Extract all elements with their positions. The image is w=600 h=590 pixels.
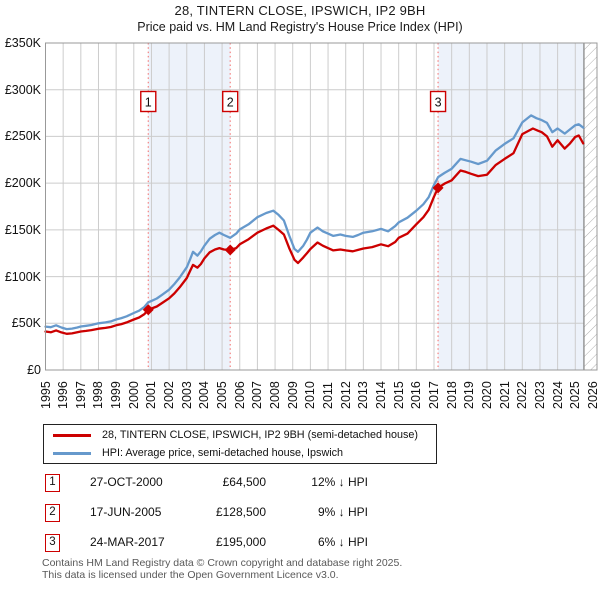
y-tick-label: £100K <box>4 269 41 284</box>
x-tick-label: 2019 <box>462 381 477 409</box>
x-tick-label: 2018 <box>444 381 459 409</box>
price-paid-line[interactable] <box>44 127 585 335</box>
hpi-line-swatch <box>53 451 91 455</box>
x-tick-label: 2010 <box>303 381 318 409</box>
legend-label: HPI: Average price, semi-detached house,… <box>102 447 344 459</box>
sale-number-badge: 1 <box>45 474 60 492</box>
plot-border <box>45 42 598 371</box>
sale-price: £195,000 <box>215 535 266 549</box>
sale-price: £128,500 <box>215 505 266 519</box>
x-tick-label: 2013 <box>356 381 371 409</box>
sale-hpi-delta: 6% ↓ HPI <box>317 535 368 549</box>
x-tick-label: 2016 <box>409 381 424 409</box>
sale-date: 27-OCT-2000 <box>90 475 163 489</box>
sale-point-marker[interactable] <box>432 182 444 194</box>
x-tick-label: 1996 <box>56 381 71 409</box>
sale-price: £64,500 <box>222 475 266 489</box>
sale-point-marker[interactable] <box>142 304 154 316</box>
x-tick-label: 2021 <box>497 381 512 409</box>
page-title: 28, TINTERN CLOSE, IPSWICH, IP2 9BH <box>174 3 426 18</box>
y-tick-label: £200K <box>4 176 41 191</box>
x-tick-label: 2009 <box>285 381 300 409</box>
sale-row-3: 3 24-MAR-2017 £195,000 6% ↓ HPI <box>0 534 600 554</box>
x-tick-label: 2008 <box>268 381 283 409</box>
sale-date: 17-JUN-2005 <box>90 505 162 519</box>
x-tick-label: 1995 <box>38 381 53 409</box>
future-band-hatch <box>583 43 597 370</box>
y-tick-label: £150K <box>4 222 41 237</box>
x-tick-label: 2011 <box>321 382 336 409</box>
x-tick-label: 2014 <box>374 381 389 409</box>
sale-number-box <box>140 90 157 113</box>
sale-number-box-label: 2 <box>227 96 234 110</box>
x-tick-label: 1999 <box>109 381 124 409</box>
x-tick-label: 2005 <box>215 381 230 409</box>
x-tick-label: 2026 <box>585 381 600 409</box>
sale-number-box-label: 3 <box>435 96 442 110</box>
y-tick-label: £0 <box>27 363 41 377</box>
footer-line-1: Contains HM Land Registry data © Crown c… <box>42 557 403 569</box>
sale-row-1: 1 27-OCT-2000 £64,500 12% ↓ HPI <box>0 474 600 494</box>
sale-number-box-label: 1 <box>145 96 152 110</box>
footer-line-2: This data is licensed under the Open Gov… <box>42 568 339 581</box>
sale-hpi-delta: 9% ↓ HPI <box>317 505 368 519</box>
y-tick-label: £350K <box>4 36 41 50</box>
x-tick-label: 2012 <box>338 381 353 409</box>
sale-number-box <box>222 90 239 113</box>
legend-label: 28, TINTERN CLOSE, IPSWICH, IP2 9BH (sem… <box>102 429 419 441</box>
sale-number-badge: 2 <box>45 504 60 522</box>
x-tick-label: 2020 <box>479 381 494 409</box>
x-tick-label: 2024 <box>550 381 565 409</box>
sale-number-box <box>429 90 447 113</box>
x-tick-label: 2002 <box>162 381 177 409</box>
license-footer: Contains HM Land Registry data © Crown c… <box>42 557 598 581</box>
x-tick-label: 2022 <box>515 381 530 409</box>
y-tick-label: £50K <box>11 316 41 331</box>
x-tick-label: 2004 <box>197 381 212 409</box>
chart-legend: 28, TINTERN CLOSE, IPSWICH, IP2 9BH (sem… <box>43 424 437 464</box>
x-tick-label: 1997 <box>73 381 88 409</box>
x-tick-label: 2003 <box>179 381 194 409</box>
x-tick-label: 2007 <box>250 381 265 409</box>
x-tick-label: 2017 <box>427 381 441 409</box>
x-tick-label: 1998 <box>91 381 106 409</box>
y-tick-label: £300K <box>4 82 41 97</box>
sale-number-badge: 3 <box>45 534 60 552</box>
shaded-band <box>148 43 231 370</box>
sale-row-2: 2 17-JUN-2005 £128,500 9% ↓ HPI <box>0 504 600 524</box>
x-tick-label: 2015 <box>391 381 406 409</box>
x-tick-label: 2000 <box>126 381 141 409</box>
sale-point-marker[interactable] <box>224 244 236 256</box>
y-tick-label: £250K <box>4 129 41 144</box>
x-tick-label: 2001 <box>144 381 159 409</box>
legend-item-hpi: HPI: Average price, semi-detached house,… <box>44 446 436 461</box>
sale-date: 24-MAR-2017 <box>90 535 165 549</box>
x-tick-label: 2025 <box>568 381 583 409</box>
legend-item-price-paid: 28, TINTERN CLOSE, IPSWICH, IP2 9BH (sem… <box>44 428 436 443</box>
price-history-chart[interactable]: 1 2 3 £0 £50K £100K £150K £200K £250K £300K £350K… <box>0 0 600 425</box>
page-subtitle: Price paid vs. HM Land Registry's House … <box>137 20 463 34</box>
shaded-band <box>438 43 584 370</box>
x-tick-label: 2006 <box>232 381 247 409</box>
x-tick-label: 2023 <box>532 381 547 409</box>
price-paid-line-swatch <box>53 433 91 437</box>
chart-canvas[interactable]: 1 2 3 <box>0 0 600 425</box>
hpi-line[interactable] <box>44 114 585 331</box>
sale-hpi-delta: 12% ↓ HPI <box>311 475 368 489</box>
